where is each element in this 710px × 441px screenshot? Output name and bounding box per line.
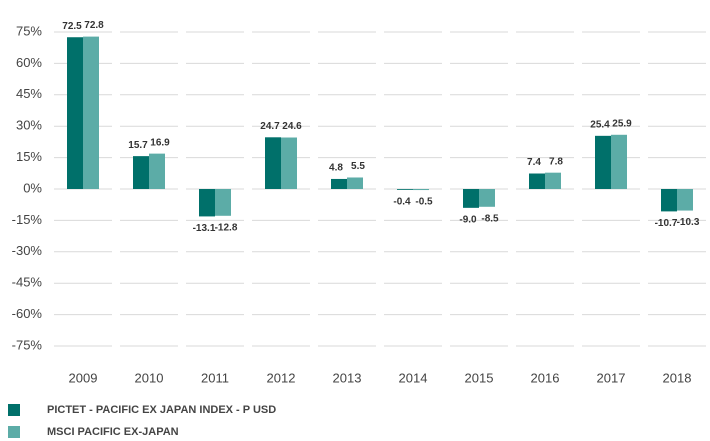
legend-swatch bbox=[8, 426, 20, 438]
y-tick-label: -15% bbox=[12, 212, 43, 227]
legend-label: MSCI PACIFIC EX-JAPAN bbox=[47, 426, 179, 438]
bar bbox=[677, 189, 693, 211]
bar bbox=[331, 178, 347, 189]
y-tick-label: 0% bbox=[23, 180, 42, 195]
y-tick-label: 75% bbox=[16, 23, 42, 38]
y-tick-label: -75% bbox=[12, 337, 43, 352]
legend-label: PICTET - PACIFIC EX JAPAN INDEX - P USD bbox=[47, 404, 276, 416]
x-tick-label: 2010 bbox=[135, 370, 164, 385]
value-label: 25.4 bbox=[590, 119, 610, 130]
x-tick-label: 2016 bbox=[531, 370, 560, 385]
value-label: -0.4 bbox=[393, 196, 411, 207]
y-tick-label: -60% bbox=[12, 306, 43, 321]
x-tick-label: 2011 bbox=[201, 370, 229, 385]
bar bbox=[265, 137, 281, 189]
value-label: 15.7 bbox=[128, 140, 148, 151]
legend-swatch bbox=[8, 404, 20, 416]
bar bbox=[529, 173, 545, 189]
value-label: 24.7 bbox=[260, 121, 280, 132]
bar bbox=[67, 37, 83, 189]
bar bbox=[413, 189, 429, 191]
value-label: -10.3 bbox=[677, 217, 700, 228]
x-tick-label: 2017 bbox=[597, 370, 626, 385]
bar bbox=[611, 134, 627, 189]
value-label: 7.4 bbox=[527, 157, 541, 168]
value-label: -10.7 bbox=[655, 218, 678, 229]
y-tick-label: -45% bbox=[12, 275, 43, 290]
value-label: 7.8 bbox=[549, 156, 563, 167]
bar bbox=[397, 189, 413, 190]
bar bbox=[83, 36, 99, 189]
value-label: 5.5 bbox=[351, 161, 365, 172]
value-label: 24.6 bbox=[282, 121, 302, 132]
bar bbox=[595, 135, 611, 189]
value-label: -9.0 bbox=[459, 214, 477, 225]
x-tick-label: 2015 bbox=[465, 370, 494, 385]
bar bbox=[661, 189, 677, 212]
value-label: 72.8 bbox=[84, 20, 104, 31]
bar bbox=[199, 189, 215, 217]
x-tick-label: 2014 bbox=[399, 370, 428, 385]
x-tick-label: 2018 bbox=[663, 370, 692, 385]
x-tick-label: 2009 bbox=[69, 370, 98, 385]
bar bbox=[347, 177, 363, 189]
y-tick-label: 60% bbox=[16, 55, 42, 70]
y-tick-label: -30% bbox=[12, 243, 43, 258]
bar bbox=[133, 156, 149, 189]
value-label: 25.9 bbox=[612, 118, 632, 129]
bar bbox=[215, 189, 231, 216]
bar bbox=[149, 153, 165, 189]
x-tick-label: 2012 bbox=[267, 370, 296, 385]
value-label: 16.9 bbox=[150, 137, 170, 148]
y-tick-label: 15% bbox=[16, 149, 42, 164]
value-label: 4.8 bbox=[329, 163, 343, 174]
y-tick-label: 30% bbox=[16, 118, 42, 133]
value-label: 72.5 bbox=[62, 21, 82, 32]
bar bbox=[545, 172, 561, 189]
x-tick-label: 2013 bbox=[333, 370, 362, 385]
value-label: -12.8 bbox=[215, 222, 238, 233]
value-label: -0.5 bbox=[415, 197, 433, 208]
y-tick-label: 45% bbox=[16, 86, 42, 101]
value-label: -8.5 bbox=[481, 213, 499, 224]
value-label: -13.1 bbox=[193, 223, 216, 234]
bar bbox=[281, 137, 297, 189]
bar bbox=[479, 189, 495, 207]
bar bbox=[463, 189, 479, 208]
